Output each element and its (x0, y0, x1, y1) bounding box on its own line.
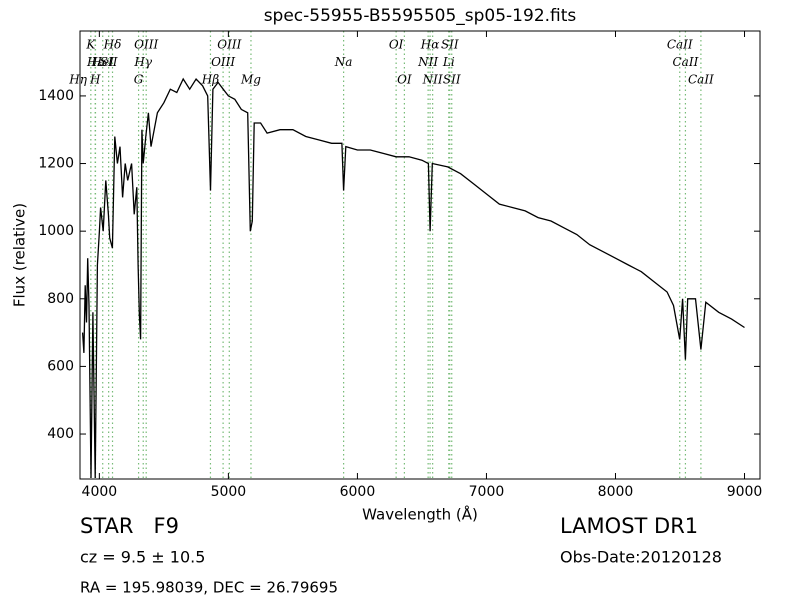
spectral-line-label: K (85, 38, 96, 52)
y-axis-label: Flux (relative) (11, 203, 29, 307)
y-tick-label: 800 (47, 291, 74, 307)
plot-area (81, 31, 745, 479)
spectral-line-label: NII (417, 55, 438, 69)
x-tick-label: 5000 (211, 484, 247, 500)
obs-date: Obs-Date:20120128 (560, 548, 722, 567)
x-tick-label: 6000 (340, 484, 376, 500)
spectral-line-label: G (134, 73, 144, 87)
spectral-line-label: Hδ (103, 38, 122, 52)
chart-title: spec-55955-B5595505_sp05-192.fits (264, 6, 577, 26)
x-tick-label: 8000 (598, 484, 634, 500)
spectral-line-label: Na (334, 55, 353, 69)
redshift: cz = 9.5 ± 10.5 (80, 548, 205, 567)
x-tick-label: 7000 (469, 484, 505, 500)
spectral-line-label: CaII (673, 55, 699, 69)
spectral-line-label: OIII (211, 55, 235, 69)
spectral-line-label: Hα (420, 38, 440, 52)
spectral-line-label: HeI (91, 55, 115, 69)
spectral-line-label: Hη (68, 73, 87, 87)
object-type: STAR F9 (80, 514, 179, 538)
spectral-line-label: Hε (86, 55, 104, 69)
survey: LAMOST DR1 (560, 514, 698, 538)
spectral-line-label: Mg (240, 73, 261, 87)
plot-frame (79, 30, 761, 480)
spectral-line-label: SII (441, 38, 459, 52)
x-axis-label: Wavelength (Å) (362, 505, 478, 524)
spectral-line-label: SII (443, 73, 461, 87)
spectral-line-label: OI (397, 73, 412, 87)
spectral-line-label: Hβ (201, 73, 219, 87)
y-tick-label: 1400 (38, 88, 74, 104)
spectral-line-label: OIII (217, 38, 241, 52)
spectral-line-label: Li (442, 55, 455, 69)
spectral-line-label: CaII (667, 38, 693, 52)
spectral-line-label: CaII (688, 73, 714, 87)
spectral-line-label: NII (422, 73, 443, 87)
y-tick-label: 400 (47, 426, 74, 442)
spectrum-line (81, 77, 745, 479)
spectral-line-label: Hγ (133, 55, 152, 69)
coordinates: RA = 195.98039, DEC = 26.79695 (80, 579, 338, 597)
x-tick-label: 4000 (82, 484, 118, 500)
spectral-line-label: OI (389, 38, 404, 52)
y-tick-label: 1200 (38, 156, 74, 172)
spectral-line-label: H (89, 73, 101, 87)
spectral-line-label: SII (100, 55, 118, 69)
y-tick-label: 600 (47, 358, 74, 374)
spectral-line-label: OIII (134, 38, 158, 52)
x-tick-label: 9000 (727, 484, 763, 500)
y-tick-label: 1000 (38, 223, 74, 239)
